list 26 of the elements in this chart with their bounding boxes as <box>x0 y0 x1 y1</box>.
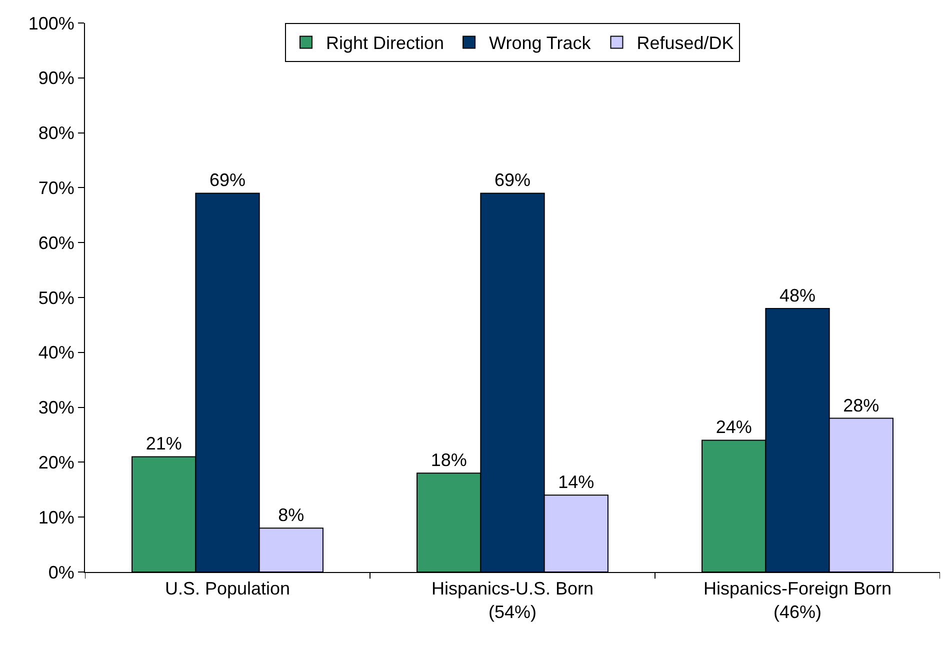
y-tick-label: 0% <box>48 562 74 582</box>
data-label: 14% <box>558 472 594 492</box>
y-tick-label: 50% <box>38 288 74 308</box>
x-tick-label: Hispanics-Foreign Born (46%) <box>703 578 892 622</box>
x-tick-label: U.S. Population <box>164 578 290 599</box>
data-label: 18% <box>430 450 467 470</box>
legend-label: Wrong Track <box>489 33 592 54</box>
y-tick-label: 30% <box>38 398 74 418</box>
y-tick-label: 10% <box>38 507 74 528</box>
legend-label: Right Direction <box>326 33 444 54</box>
data-label: 48% <box>779 285 816 306</box>
data-label: 21% <box>146 434 182 454</box>
y-tick-label: 80% <box>38 123 74 144</box>
data-label: 28% <box>843 395 880 416</box>
x-tick-label: Hispanics-U.S. Born (54%) <box>431 578 594 622</box>
y-tick-label: 60% <box>38 232 74 253</box>
y-tick-label: 90% <box>38 68 74 88</box>
y-tick-label: 40% <box>38 342 74 363</box>
y-tick-label: 20% <box>38 452 74 472</box>
legend-label: Refused/DK <box>636 33 734 54</box>
data-label: 69% <box>494 170 531 190</box>
data-label: 8% <box>278 505 304 526</box>
data-label: 24% <box>716 417 752 438</box>
y-tick-label: 100% <box>28 13 74 34</box>
y-tick-label: 70% <box>38 178 74 198</box>
data-label: 69% <box>209 170 246 190</box>
